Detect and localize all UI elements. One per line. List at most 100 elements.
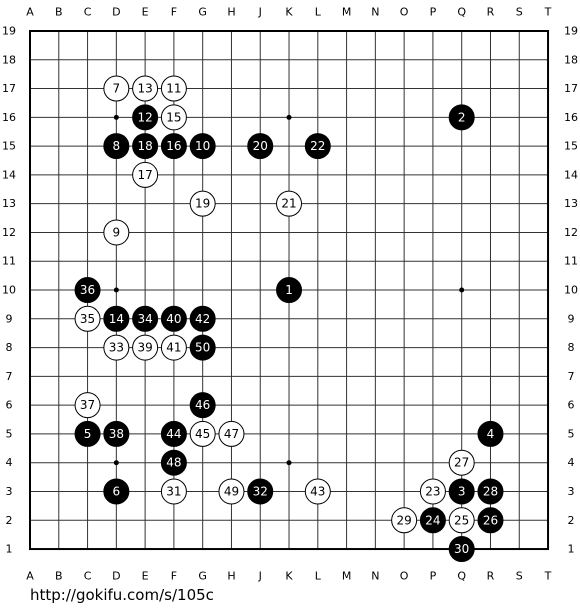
stone (103, 219, 130, 246)
move-number: 41 (166, 341, 181, 355)
stone (218, 478, 245, 505)
move-number: 9 (113, 225, 121, 239)
column-label: M (342, 570, 352, 583)
stone (448, 507, 475, 534)
row-label: 17 (2, 82, 16, 95)
column-label: L (315, 570, 322, 583)
column-label: F (171, 6, 177, 19)
column-label: Q (457, 6, 466, 19)
move-number: 21 (281, 197, 296, 211)
row-label: 11 (564, 255, 578, 268)
column-label: N (371, 570, 379, 583)
move-number: 27 (454, 456, 469, 470)
stone (103, 305, 130, 332)
row-label: 9 (568, 312, 575, 325)
stone (103, 420, 130, 447)
row-label: 7 (568, 370, 575, 383)
move-number: 43 (310, 484, 325, 498)
column-label: L (315, 6, 322, 19)
column-label: S (516, 6, 523, 19)
move-number: 47 (224, 427, 239, 441)
move-number: 25 (454, 513, 469, 527)
stone (74, 420, 101, 447)
column-label: R (487, 570, 495, 583)
column-label: P (430, 570, 437, 583)
move-number: 40 (166, 312, 181, 326)
column-label: R (487, 6, 495, 19)
stone (419, 507, 446, 534)
stone (103, 334, 130, 361)
move-number: 4 (487, 427, 495, 441)
stone (189, 190, 216, 217)
column-label: F (171, 570, 177, 583)
stone (448, 536, 475, 563)
column-label: S (516, 570, 523, 583)
star-point (113, 287, 119, 293)
stone (276, 190, 303, 217)
row-label: 19 (2, 25, 16, 38)
row-label: 13 (2, 197, 16, 210)
move-number: 32 (253, 484, 268, 498)
row-label: 10 (2, 284, 16, 297)
column-label: A (26, 570, 34, 583)
row-label: 18 (564, 53, 578, 66)
move-number: 13 (137, 82, 152, 96)
stone (448, 104, 475, 131)
column-label: T (544, 570, 552, 583)
column-label: C (84, 6, 92, 19)
move-number: 5 (84, 427, 92, 441)
row-label: 3 (568, 485, 575, 498)
move-number: 36 (80, 283, 95, 297)
stone (477, 507, 504, 534)
row-label: 2 (568, 514, 575, 527)
move-number: 18 (137, 139, 152, 153)
stone (304, 133, 331, 160)
stone (276, 277, 303, 304)
stone (132, 133, 159, 160)
row-label: 7 (6, 370, 13, 383)
move-number: 14 (109, 312, 124, 326)
column-label: T (544, 6, 552, 19)
row-label: 11 (2, 255, 16, 268)
move-number: 33 (109, 341, 124, 355)
move-number: 19 (195, 197, 210, 211)
row-label: 14 (2, 168, 16, 181)
column-label: H (227, 570, 235, 583)
column-label: B (55, 6, 63, 19)
column-label: G (198, 6, 207, 19)
column-label: A (26, 6, 34, 19)
star-point (113, 460, 119, 466)
move-number: 22 (310, 139, 325, 153)
column-label: J (258, 570, 262, 583)
stone (160, 478, 187, 505)
stone (103, 75, 130, 102)
row-label: 1 (568, 543, 575, 556)
move-number: 28 (483, 484, 498, 498)
move-number: 3 (458, 484, 466, 498)
move-number: 31 (166, 484, 181, 498)
stone (189, 392, 216, 419)
column-label: K (285, 6, 293, 19)
row-label: 16 (2, 111, 16, 124)
stone (189, 133, 216, 160)
row-label: 10 (564, 284, 578, 297)
move-number: 23 (425, 484, 440, 498)
stone (218, 420, 245, 447)
column-label: M (342, 6, 352, 19)
row-label: 14 (564, 168, 578, 181)
row-label: 6 (6, 399, 13, 412)
move-number: 49 (224, 484, 239, 498)
column-label: G (198, 570, 207, 583)
star-point (113, 114, 119, 120)
stone (304, 478, 331, 505)
move-number: 20 (253, 139, 268, 153)
stone (448, 449, 475, 476)
move-number: 16 (166, 139, 181, 153)
row-label: 16 (564, 111, 578, 124)
stone (189, 420, 216, 447)
move-number: 42 (195, 312, 210, 326)
stone (189, 334, 216, 361)
row-label: 3 (6, 485, 13, 498)
column-label: P (430, 6, 437, 19)
